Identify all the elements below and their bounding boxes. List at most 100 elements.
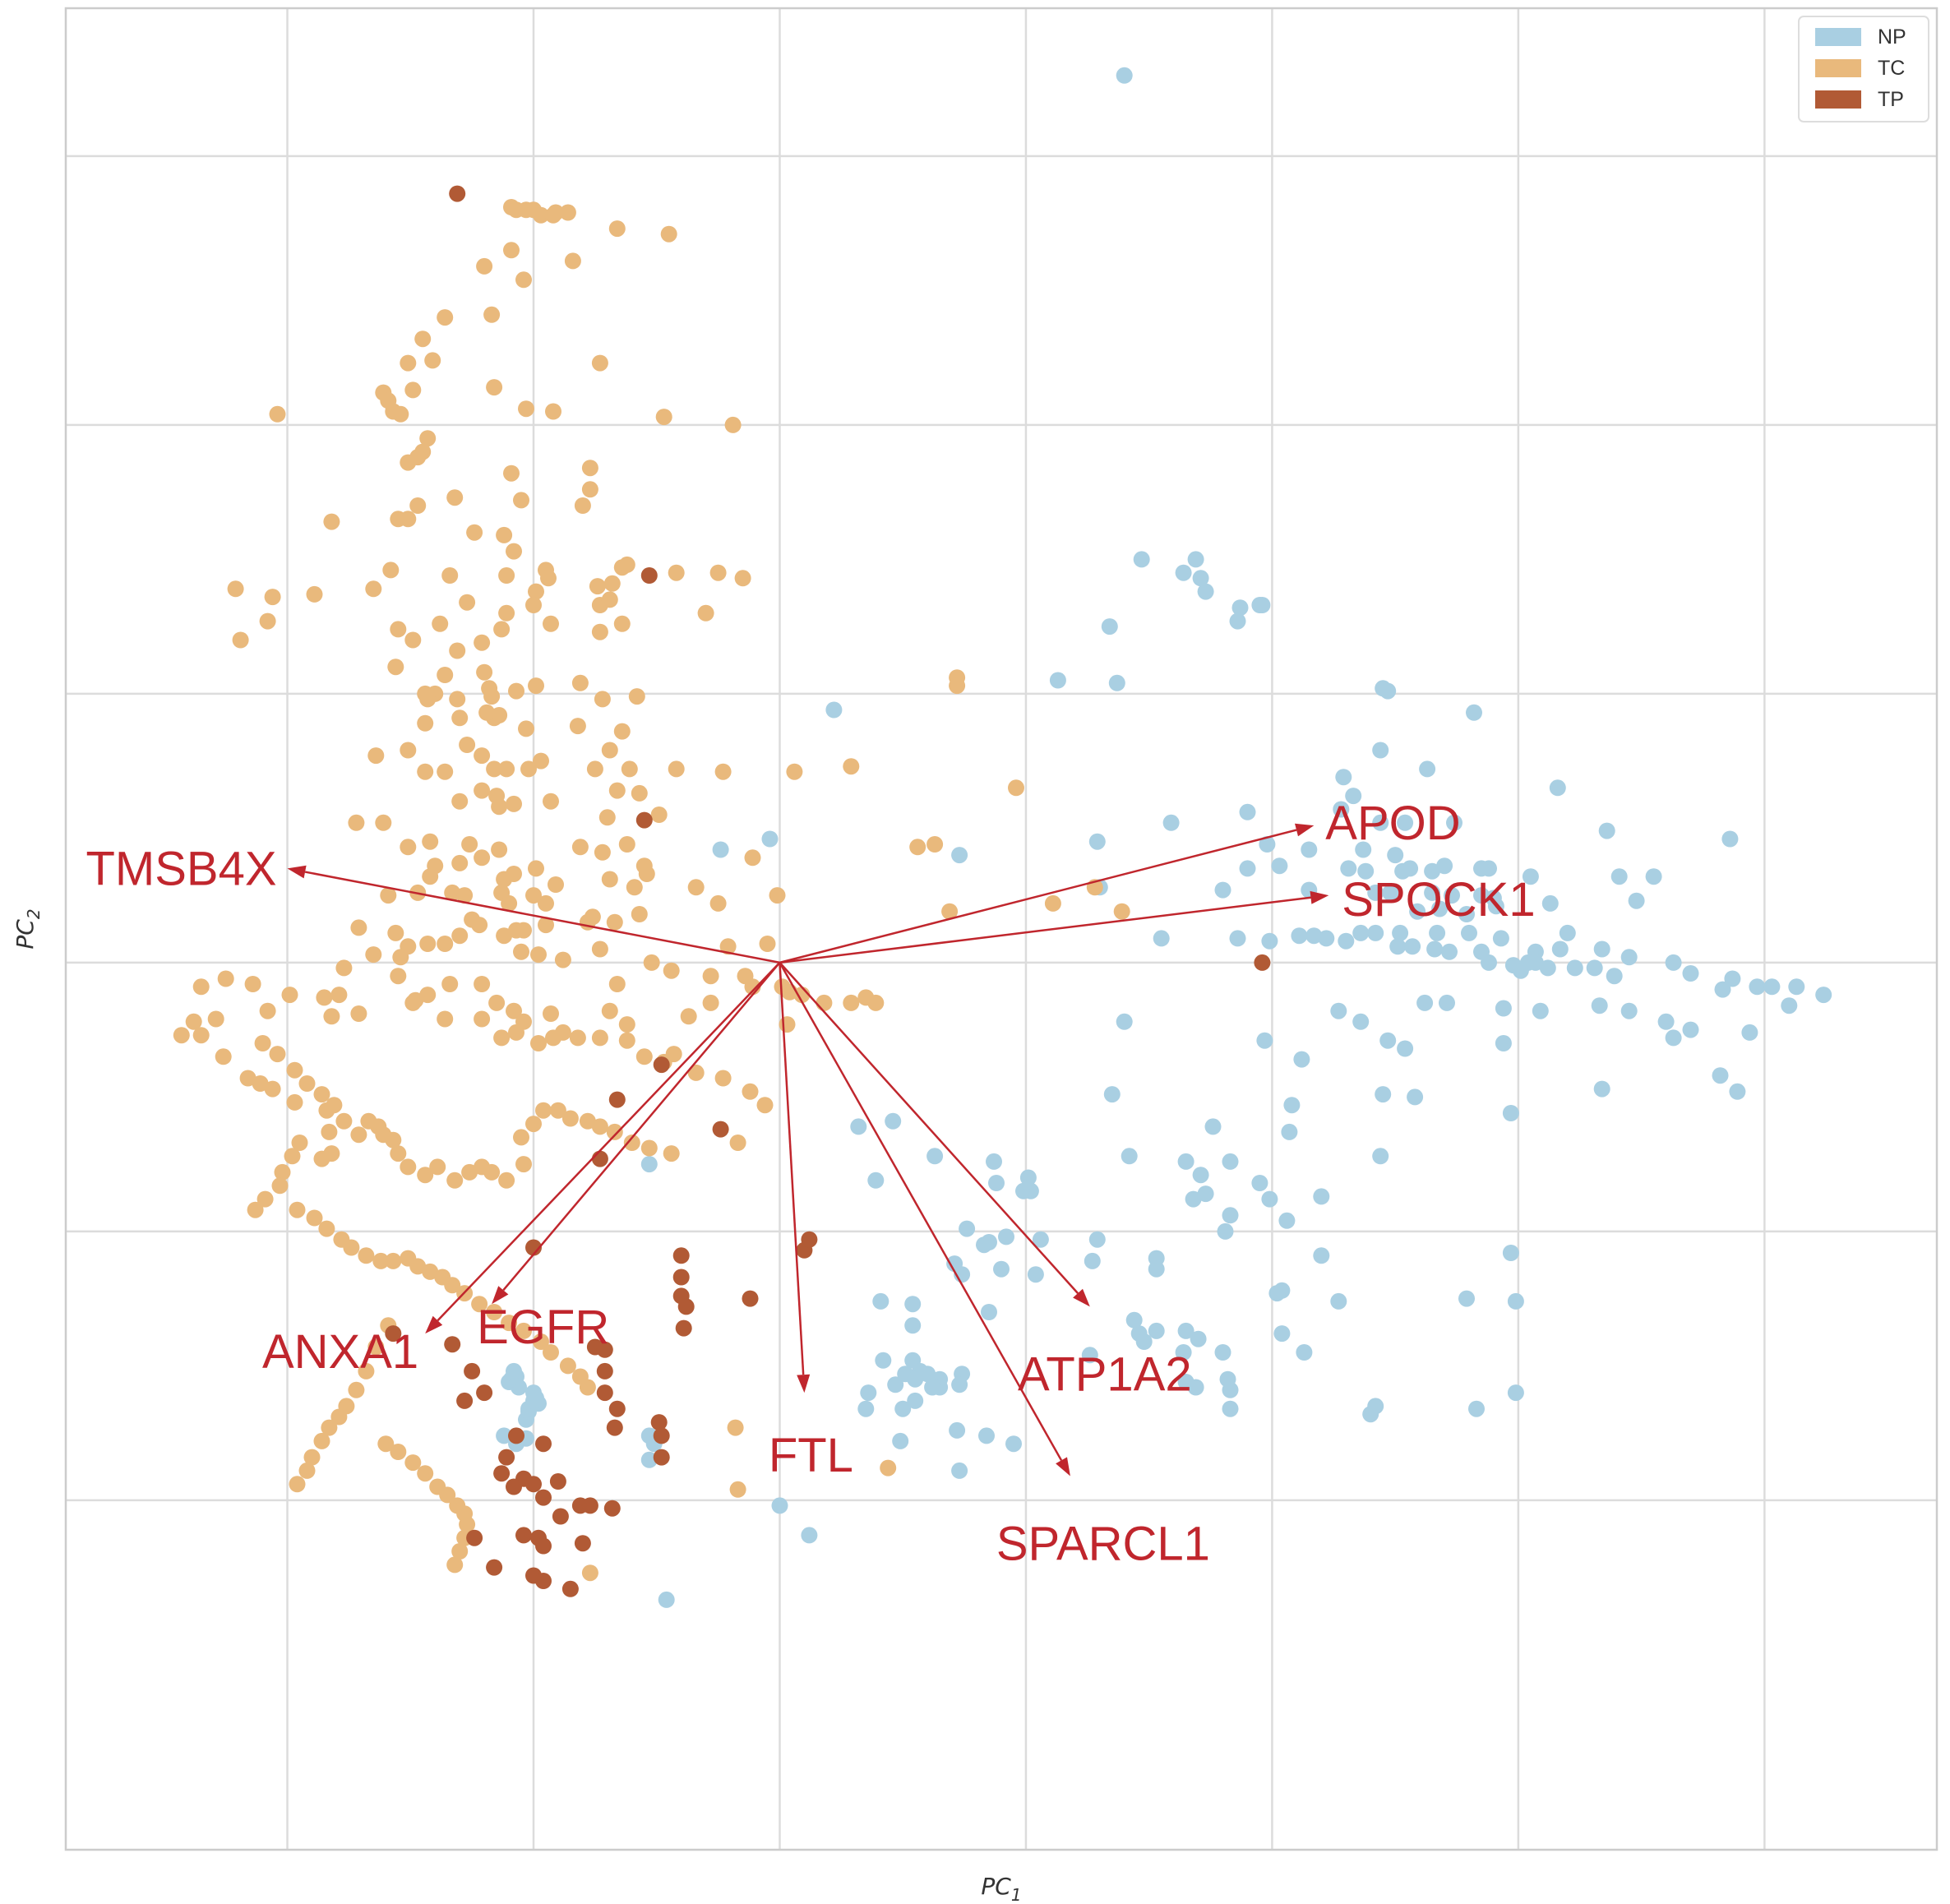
- point-tc-178: [554, 951, 571, 968]
- point-tc-247: [561, 1110, 579, 1127]
- point-tc-261: [390, 1145, 407, 1162]
- point-np-115: [1591, 997, 1608, 1014]
- point-np-77: [1318, 930, 1335, 947]
- point-tp-13: [675, 1319, 692, 1337]
- point-np-57: [1214, 881, 1231, 899]
- point-np-129: [1407, 1088, 1424, 1106]
- point-np-186: [1177, 1322, 1194, 1339]
- point-tc-150: [456, 887, 474, 904]
- point-tp-4: [653, 1056, 670, 1074]
- point-tc-327: [390, 1444, 407, 1460]
- point-np-185: [1148, 1322, 1165, 1339]
- point-tc-283: [298, 1075, 316, 1092]
- point-tc-4: [533, 206, 549, 224]
- point-np-112: [1439, 994, 1455, 1011]
- point-np-43: [1340, 860, 1357, 877]
- point-np-149: [1197, 1185, 1214, 1203]
- point-tc-325: [289, 1476, 306, 1493]
- point-tc-351: [786, 763, 803, 780]
- point-tc-168: [350, 919, 367, 936]
- point-tc-354: [744, 849, 761, 867]
- point-tc-87: [528, 677, 544, 695]
- point-tc-240: [729, 1135, 746, 1151]
- point-np-98: [1665, 954, 1682, 971]
- point-np-184: [1135, 1333, 1153, 1350]
- point-np-161: [1032, 1231, 1049, 1248]
- point-tc-50: [528, 583, 544, 600]
- point-tc-34: [419, 430, 437, 447]
- point-tc-188: [474, 976, 491, 992]
- point-tc-60: [493, 621, 511, 638]
- point-np-222: [951, 1462, 968, 1479]
- point-tc-27: [385, 403, 402, 420]
- point-np-81: [1404, 938, 1421, 955]
- point-np-108: [1682, 1021, 1699, 1038]
- point-tp-21: [456, 1392, 474, 1409]
- point-np-90: [1586, 959, 1603, 977]
- arrow-label-spock1: SPOCK1: [1342, 873, 1535, 927]
- point-tc-30: [724, 416, 742, 433]
- point-np-12: [1254, 597, 1271, 613]
- point-tc-307: [486, 1304, 503, 1320]
- point-np-213: [924, 1379, 941, 1396]
- point-np-6: [1101, 618, 1118, 635]
- point-tc-189: [441, 976, 459, 992]
- point-tc-160: [496, 927, 513, 945]
- point-tc-286: [291, 1135, 308, 1151]
- point-tc-265: [360, 1112, 377, 1130]
- point-tc-353: [909, 839, 926, 856]
- point-tp-8: [525, 1239, 542, 1256]
- point-tp-51: [535, 1573, 552, 1589]
- point-tc-79: [591, 623, 608, 640]
- point-tc-104: [459, 737, 476, 753]
- point-np-107: [1741, 1024, 1758, 1041]
- point-tc-100: [417, 714, 434, 732]
- point-np-132: [1502, 1105, 1519, 1121]
- arrow-sparcl1: [779, 962, 1063, 1461]
- point-np-148: [1192, 1167, 1209, 1184]
- point-tc-114: [586, 760, 603, 778]
- loading-arrows: TMSB4X APOD SPOCK1 EGFR ANXA1 FTL ATP1A2 SPARCL…: [86, 797, 1536, 1570]
- point-tc-320: [330, 1408, 348, 1426]
- point-tc-91: [483, 688, 501, 705]
- arrow-label-tmsb4x: TMSB4X: [86, 842, 277, 895]
- point-tc-109: [437, 763, 454, 780]
- point-tc-133: [491, 841, 508, 858]
- point-tc-245: [591, 1118, 608, 1135]
- point-tc-304: [444, 1277, 461, 1294]
- point-np-214: [907, 1392, 924, 1409]
- point-tc-260: [400, 1158, 417, 1176]
- point-tc-208: [506, 1002, 522, 1019]
- point-tc-12: [515, 271, 532, 289]
- point-tc-44: [409, 497, 427, 514]
- point-tp-0: [449, 185, 466, 202]
- point-tc-259: [417, 1167, 434, 1184]
- point-tc-215: [702, 968, 719, 985]
- legend-swatch-np: [1815, 28, 1861, 46]
- point-np-191: [1296, 1344, 1313, 1361]
- point-tp-38: [549, 1473, 566, 1490]
- point-np-0: [1116, 67, 1133, 84]
- point-tp-44: [466, 1529, 483, 1546]
- point-np-182: [1125, 1311, 1143, 1329]
- point-tc-80: [543, 615, 559, 632]
- point-np-46: [1424, 862, 1441, 880]
- point-tc-210: [543, 1005, 559, 1022]
- point-tp-42: [581, 1497, 598, 1514]
- point-tc-253: [498, 1172, 515, 1189]
- point-tc-236: [687, 1064, 705, 1081]
- point-tc-68: [227, 580, 244, 598]
- point-np-171: [946, 1255, 963, 1273]
- point-np-123: [1256, 1032, 1273, 1049]
- point-np-170: [993, 1260, 1010, 1278]
- point-tp-49: [486, 1559, 503, 1576]
- point-tc-170: [451, 927, 469, 945]
- point-np-125: [1712, 1067, 1729, 1084]
- point-np-91: [1606, 968, 1623, 985]
- point-tc-299: [385, 1252, 402, 1269]
- point-np-19: [1335, 769, 1352, 786]
- plot-background: [66, 8, 1937, 1850]
- point-tc-98: [478, 704, 496, 721]
- point-tc-83: [449, 642, 466, 659]
- point-np-192: [1081, 1347, 1098, 1364]
